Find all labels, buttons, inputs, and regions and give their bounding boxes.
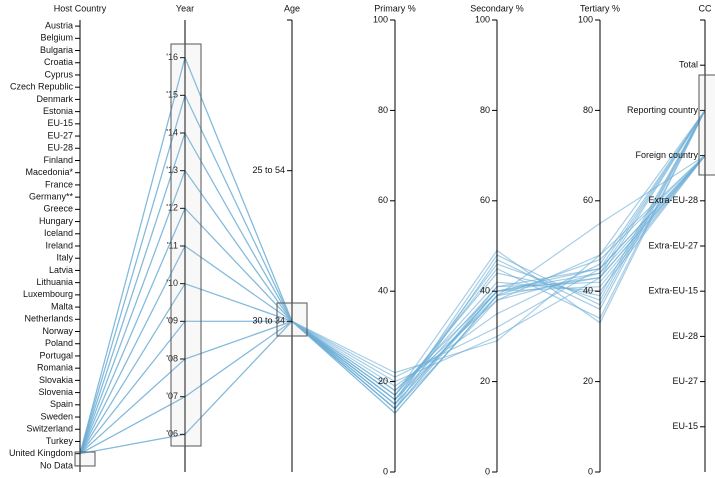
brush[interactable] (170, 43, 202, 447)
tick-label: Turkey (46, 436, 74, 446)
tick-label: Estonia (43, 106, 73, 116)
tick-label: 0 (383, 466, 388, 476)
tick-label: 60 (583, 195, 593, 205)
tick-label: '14 (166, 127, 178, 137)
tick-label: Latvia (49, 265, 73, 275)
tick-label: '13 (166, 165, 178, 175)
tick-label: '09 (166, 316, 178, 326)
tick-label: 80 (378, 105, 388, 115)
axis-title: Age (284, 3, 300, 13)
axis-title: CC (699, 3, 712, 13)
tick-label: Reporting country (627, 105, 699, 115)
tick-label: Sweden (40, 411, 73, 421)
axis-title: Year (176, 3, 194, 13)
brush[interactable] (276, 302, 308, 337)
tick-label: 0 (588, 466, 593, 476)
tick-label: Bulgaria (40, 45, 73, 55)
tick-label: Portugal (39, 350, 73, 360)
tick-label: '08 (166, 353, 178, 363)
tick-label: Hungary (39, 216, 74, 226)
tick-label: 30 to 34 (252, 316, 285, 326)
tick-label: 0 (485, 466, 490, 476)
tick-label: Lithuania (36, 277, 73, 287)
tick-label: EU-15 (672, 421, 698, 431)
tick-label: United Kingdom (9, 448, 73, 458)
tick-label: Cyprus (44, 69, 73, 79)
tick-label: EU-28 (672, 331, 698, 341)
tick-label: 100 (578, 14, 593, 24)
tick-label: 20 (583, 376, 593, 386)
axis-title: Tertiary % (580, 3, 620, 13)
tick-label: Switzerland (26, 424, 73, 434)
tick-label: Finland (43, 155, 73, 165)
tick-label: Malta (51, 301, 73, 311)
tick-label: 20 (378, 376, 388, 386)
tick-label: Luxembourg (23, 289, 73, 299)
tick-label: 80 (583, 105, 593, 115)
tick-label: Iceland (44, 228, 73, 238)
axis-title: Host Country (54, 3, 107, 13)
tick-label: Slovenia (38, 387, 73, 397)
tick-label: Poland (45, 338, 73, 348)
tick-label: Extra-EU-28 (648, 195, 698, 205)
axes: Host Country Austria Belgium Bulgaria Croati… (9, 3, 712, 476)
tick-label: No Data (40, 460, 73, 470)
tick-label: 80 (480, 105, 490, 115)
tick-label: Foreign country (635, 150, 698, 160)
tick-label: '07 (166, 391, 178, 401)
tick-label: '11 (167, 240, 178, 250)
tick-label: Croatia (44, 57, 73, 67)
tick-label: Italy (56, 253, 73, 263)
tick-label: Greece (43, 204, 73, 214)
tick-label: 20 (480, 376, 490, 386)
tick-label: '12 (166, 203, 178, 213)
tick-label: EU-15 (47, 118, 73, 128)
tick-label: '06 (166, 429, 178, 439)
tick-label: Macedonia* (25, 167, 73, 177)
tick-label: France (45, 179, 73, 189)
tick-label: Netherlands (24, 314, 73, 324)
tick-label: EU-27 (672, 376, 698, 386)
tick-label: '10 (166, 278, 178, 288)
axis-title: Secondary % (470, 3, 524, 13)
tick-label: EU-27 (47, 130, 73, 140)
tick-label: Ireland (45, 240, 73, 250)
tick-label: 40 (378, 286, 388, 296)
tick-label: 25 to 54 (252, 165, 285, 175)
tick-label: Extra-EU-15 (648, 286, 698, 296)
tick-label: Denmark (36, 94, 73, 104)
tick-label: Spain (50, 399, 73, 409)
tick-label: Norway (42, 326, 73, 336)
tick-label: Belgium (40, 33, 73, 43)
tick-label: Czech Republic (10, 82, 74, 92)
tick-label: 40 (583, 286, 593, 296)
tick-label: 60 (378, 195, 388, 205)
tick-label: EU-28 (47, 143, 73, 153)
tick-label: Romania (37, 363, 73, 373)
axis-title: Primary % (374, 3, 416, 13)
brush[interactable] (74, 451, 96, 467)
tick-label: 40 (480, 286, 490, 296)
tick-label: Total (679, 60, 698, 70)
tick-label: Extra-EU-27 (648, 240, 698, 250)
tick-label: 100 (475, 14, 490, 24)
tick-label: Slovakia (39, 375, 73, 385)
tick-label: '16 (166, 52, 178, 62)
tick-label: Austria (45, 20, 73, 30)
tick-label: Germany** (29, 192, 74, 202)
brush[interactable] (698, 74, 715, 176)
tick-label: 100 (373, 14, 388, 24)
tick-label: '15 (166, 90, 178, 100)
tick-label: 60 (480, 195, 490, 205)
